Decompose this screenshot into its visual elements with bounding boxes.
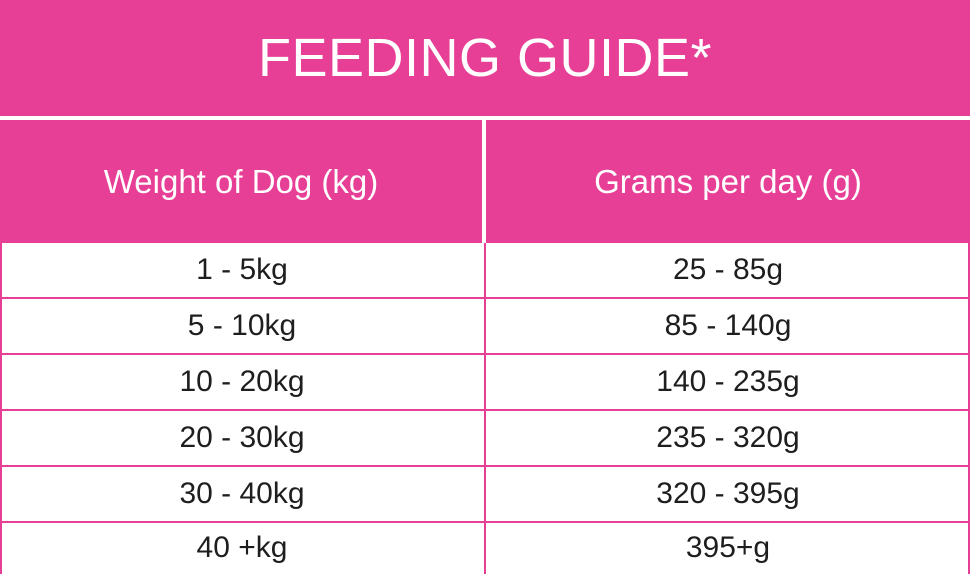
grams-cell: 320 - 395g	[656, 477, 800, 510]
weight-cell: 30 - 40kg	[179, 477, 305, 510]
table-row: 5 - 10kg 85 - 140g	[0, 299, 970, 353]
grams-cell: 140 - 235g	[656, 365, 800, 398]
weight-cell: 40 +kg	[196, 531, 288, 564]
table-row: 10 - 20kg 140 - 235g	[0, 355, 970, 409]
grams-cell: 395+g	[685, 531, 771, 564]
header-divider	[482, 120, 486, 243]
title-bar: FEEDING GUIDE*	[0, 0, 970, 116]
table-row: 30 - 40kg 320 - 395g	[0, 467, 970, 521]
right-border	[968, 243, 970, 574]
table-row: 1 - 5kg 25 - 85g	[0, 243, 970, 297]
table-body: 1 - 5kg 25 - 85g 5 - 10kg 85 - 140g 10 -…	[0, 243, 970, 574]
table-header-row: Weight of Dog (kg) Grams per day (g)	[0, 120, 970, 243]
weight-cell: 20 - 30kg	[179, 421, 305, 454]
left-border	[0, 243, 2, 574]
grams-cell: 235 - 320g	[656, 421, 800, 454]
grams-cell: 85 - 140g	[664, 309, 792, 342]
grams-cell: 25 - 85g	[672, 253, 784, 286]
weight-cell: 5 - 10kg	[187, 309, 297, 342]
column-divider	[484, 243, 486, 574]
weight-cell: 10 - 20kg	[179, 365, 305, 398]
table-row: 40 +kg 395+g	[0, 521, 970, 575]
page-title: FEEDING GUIDE*	[257, 28, 713, 88]
title-divider	[0, 116, 970, 120]
header-weight-of-dog: Weight of Dog (kg)	[0, 120, 482, 243]
weight-cell: 1 - 5kg	[196, 253, 288, 286]
header-grams-per-day: Grams per day (g)	[486, 120, 970, 243]
table-row: 20 - 30kg 235 - 320g	[0, 411, 970, 465]
